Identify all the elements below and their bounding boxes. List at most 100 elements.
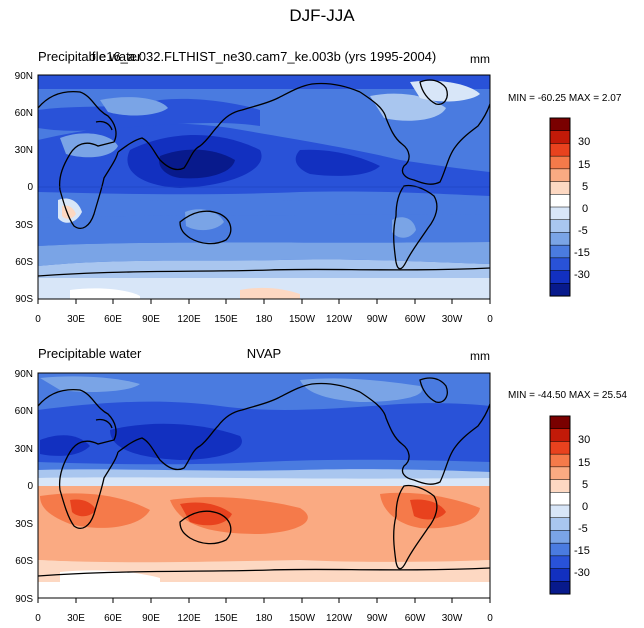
panel-left-label: Precipitable water bbox=[38, 346, 142, 361]
colorbar-swatch bbox=[549, 155, 571, 170]
lon-tick-label: 150E bbox=[214, 314, 238, 325]
lat-tick-label: 0 bbox=[27, 182, 33, 193]
colorbar-swatch bbox=[549, 219, 571, 233]
map-panel-observations: Precipitable water NVAP mm MIN = -44.50 … bbox=[15, 346, 628, 624]
lon-tick-label: 30E bbox=[67, 314, 85, 325]
lon-tick-label: 0 bbox=[487, 613, 493, 624]
colorbar-swatch bbox=[549, 257, 571, 272]
colorbar-swatch bbox=[549, 479, 571, 493]
colorbar-swatch bbox=[549, 530, 571, 544]
colorbar-swatch bbox=[549, 441, 571, 455]
colorbar-label: 30 bbox=[578, 136, 590, 148]
colorbar-swatch bbox=[549, 117, 571, 132]
lat-tick-label: 30S bbox=[15, 220, 33, 231]
colorbar-swatch bbox=[549, 130, 571, 144]
colorbar-swatch bbox=[549, 504, 571, 519]
lat-axis: 90N 60N 30N 0 30S 60S 90S bbox=[15, 369, 34, 605]
colorbar-swatch bbox=[549, 542, 571, 557]
colorbar-swatch bbox=[549, 270, 571, 284]
axis-ticks bbox=[37, 598, 491, 603]
lat-tick-label: 90S bbox=[15, 294, 33, 305]
lon-tick-label: 30W bbox=[442, 314, 463, 325]
lon-tick-label: 90W bbox=[367, 613, 388, 624]
colorbar-label: 30 bbox=[578, 434, 590, 446]
lon-axis: 0 30E 60E 90E 120E 150E 180 150W 120W 90… bbox=[35, 613, 493, 624]
colorbar-label: 0 bbox=[582, 203, 588, 215]
colorbar-swatch bbox=[549, 453, 571, 468]
colorbar-top: 30 15 5 0 -5 -15 -30 bbox=[549, 117, 590, 297]
lon-tick-label: 0 bbox=[35, 314, 41, 325]
colorbar-label: 15 bbox=[578, 457, 590, 469]
panel-units-label: mm bbox=[470, 52, 490, 66]
colorbar-swatch bbox=[549, 492, 571, 506]
lon-tick-label: 60E bbox=[104, 613, 122, 624]
lon-tick-label: 120W bbox=[326, 314, 353, 325]
colorbar-label: -15 bbox=[574, 545, 590, 557]
panel-minmax-label: MIN = -44.50 MAX = 25.54 bbox=[508, 390, 627, 401]
lon-tick-label: 0 bbox=[487, 314, 493, 325]
lat-tick-label: 60S bbox=[15, 257, 33, 268]
colorbar-label: 0 bbox=[582, 501, 588, 513]
figure-title: DJF-JJA bbox=[289, 6, 355, 25]
lon-tick-label: 90E bbox=[142, 613, 160, 624]
lon-tick-label: 150W bbox=[289, 613, 316, 624]
map-panel-model: Precipitable water f.e16_a.032.FLTHIST_n… bbox=[15, 49, 622, 325]
lon-tick-label: 60E bbox=[104, 314, 122, 325]
lon-tick-label: 180 bbox=[256, 613, 273, 624]
lat-tick-label: 90N bbox=[15, 369, 33, 380]
lon-tick-label: 180 bbox=[256, 314, 273, 325]
colorbar-swatch bbox=[549, 181, 571, 195]
lon-axis: 0 30E 60E 90E 120E 150E 180 150W 120W 90… bbox=[35, 314, 493, 325]
lat-tick-label: 30N bbox=[15, 444, 33, 455]
colorbar-swatch bbox=[549, 143, 571, 157]
lon-tick-label: 120E bbox=[177, 314, 201, 325]
lat-tick-label: 0 bbox=[27, 481, 33, 492]
colorbar-label: -5 bbox=[578, 523, 588, 535]
colorbar-swatch bbox=[549, 283, 571, 297]
panel-center-label: f.e16_a.032.FLTHIST_ne30.cam7_ke.003b (y… bbox=[92, 49, 436, 64]
panel-units-label: mm bbox=[470, 349, 490, 363]
lat-tick-label: 60S bbox=[15, 556, 33, 567]
colorbar-swatch bbox=[549, 568, 571, 582]
lat-axis: 90N 60N 30N 0 30S 60S 90S bbox=[15, 71, 34, 305]
lon-tick-label: 0 bbox=[35, 613, 41, 624]
lon-tick-label: 150W bbox=[289, 314, 316, 325]
lon-tick-label: 60W bbox=[405, 613, 426, 624]
colorbar-swatch bbox=[549, 194, 571, 208]
lon-tick-label: 90W bbox=[367, 314, 388, 325]
colorbar-swatches bbox=[549, 117, 571, 297]
colorbar-label: -30 bbox=[574, 269, 590, 281]
colorbar-swatch bbox=[549, 466, 571, 481]
lon-tick-label: 60W bbox=[405, 314, 426, 325]
colorbar-label: 15 bbox=[578, 159, 590, 171]
contour-field bbox=[38, 75, 490, 299]
lat-tick-label: 30N bbox=[15, 145, 33, 156]
lon-tick-label: 120W bbox=[326, 613, 353, 624]
lat-tick-label: 90N bbox=[15, 71, 33, 82]
lat-tick-label: 90S bbox=[15, 594, 33, 605]
colorbar-swatch bbox=[549, 581, 571, 595]
panel-minmax-label: MIN = -60.25 MAX = 2.07 bbox=[508, 93, 622, 104]
lon-tick-label: 30W bbox=[442, 613, 463, 624]
colorbar-swatches bbox=[549, 415, 571, 595]
colorbar-label: -30 bbox=[574, 567, 590, 579]
coastlines bbox=[38, 377, 490, 577]
colorbar-label: -5 bbox=[578, 225, 588, 237]
colorbar-bottom: 30 15 5 0 -5 -15 -30 bbox=[549, 415, 590, 595]
colorbar-swatch bbox=[549, 244, 571, 259]
coastlines bbox=[38, 79, 490, 277]
colorbar-swatch bbox=[549, 517, 571, 531]
lon-tick-label: 30E bbox=[67, 613, 85, 624]
lat-tick-label: 60N bbox=[15, 406, 33, 417]
colorbar-swatch bbox=[549, 415, 571, 430]
colorbar-swatch bbox=[549, 168, 571, 183]
contour-field bbox=[38, 373, 490, 598]
axis-ticks bbox=[37, 299, 491, 304]
lat-tick-label: 60N bbox=[15, 108, 33, 119]
colorbar-swatch bbox=[549, 232, 571, 246]
colorbar-swatch bbox=[549, 206, 571, 221]
colorbar-swatch bbox=[549, 555, 571, 570]
lon-tick-label: 90E bbox=[142, 314, 160, 325]
lon-tick-label: 120E bbox=[177, 613, 201, 624]
